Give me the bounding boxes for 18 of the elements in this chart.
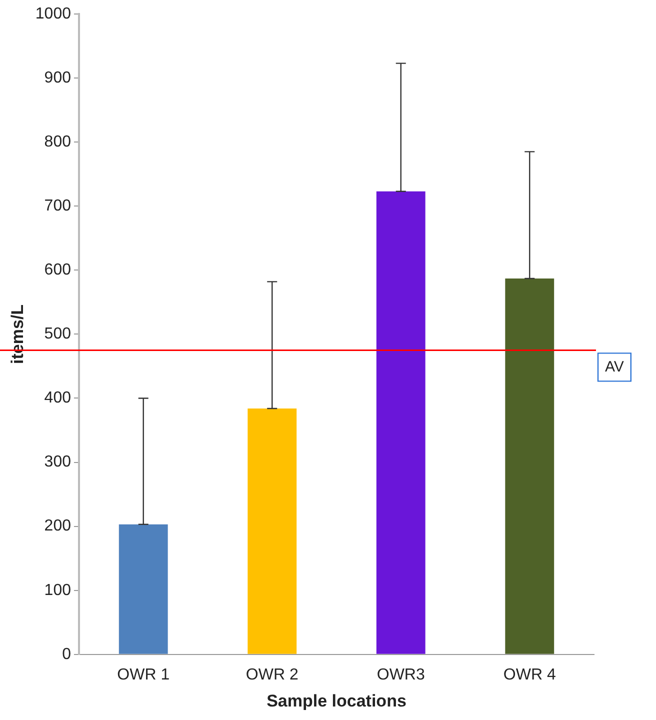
x-tick-label: OWR 4 (503, 666, 556, 684)
y-tick-label: 500 (44, 326, 72, 343)
x-tick-label: OWR3 (376, 666, 425, 684)
x-tick-label: OWR 2 (246, 666, 298, 684)
ref-line-label: AV (605, 358, 624, 376)
y-tick-label: 400 (44, 390, 72, 407)
y-tick-label: 1000 (35, 5, 72, 22)
y-tick-label: 300 (44, 454, 72, 471)
x-axis-title: Sample locations (266, 691, 406, 710)
y-axis-title: items/L (8, 304, 27, 364)
x-tick-label: OWR 1 (117, 666, 170, 684)
y-tick-label: 900 (44, 69, 72, 86)
y-tick-label: 600 (44, 262, 72, 279)
y-tick-label: 100 (44, 582, 72, 599)
y-tick-label: 200 (44, 518, 72, 535)
y-tick-label: 0 (62, 646, 72, 663)
y-tick-label: 700 (44, 198, 72, 215)
y-tick-label: 800 (44, 133, 72, 150)
